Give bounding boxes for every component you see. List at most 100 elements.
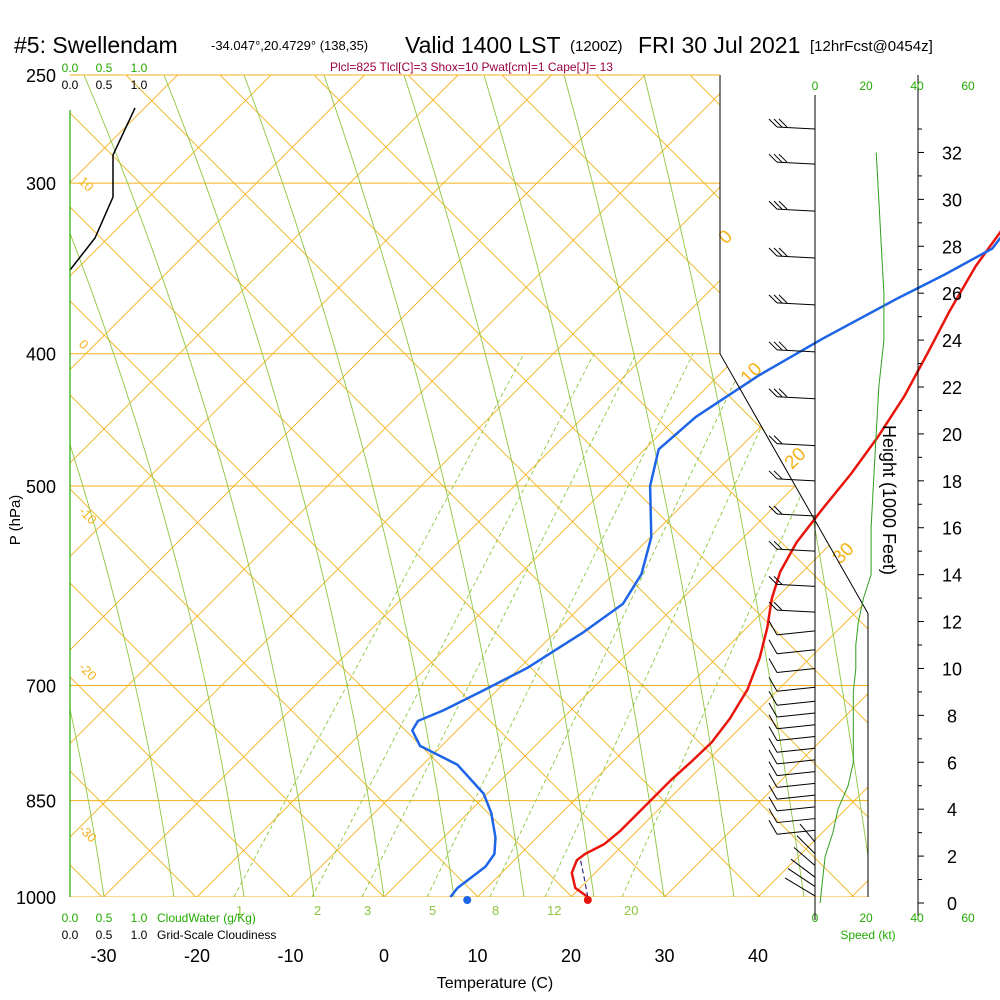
height-tick-label: 24 xyxy=(942,331,962,351)
wind-barb xyxy=(787,868,816,887)
isotherm-line xyxy=(196,75,868,897)
wind-barb-feather xyxy=(768,714,778,729)
wind-barb-staff xyxy=(776,349,816,353)
station-title: #5: Swellendam xyxy=(14,32,178,58)
pressure-tick-label: 250 xyxy=(26,66,56,86)
height-tick-label: 2 xyxy=(947,847,957,867)
wind-barb-feather xyxy=(768,620,778,636)
mixing-ratio-line xyxy=(489,353,749,897)
speed-tick-top: 20 xyxy=(859,79,873,93)
mixing-ratio-line xyxy=(621,353,865,897)
cloudiness-scale-top: 0.0 xyxy=(62,78,79,92)
wind-barb xyxy=(768,808,816,824)
wind-barb-feather xyxy=(768,505,778,515)
height-tick-label: 6 xyxy=(947,753,957,773)
cloudiness-scale-bottom: 0.5 xyxy=(96,928,113,942)
wind-barb-staff xyxy=(790,858,816,878)
mixing-ratio-line xyxy=(311,353,595,897)
wind-barb-staff xyxy=(776,609,816,613)
wind-barb-feather xyxy=(778,153,788,163)
wind-barb-staff xyxy=(776,782,816,788)
height-tick-label: 12 xyxy=(942,613,962,633)
isotherm-line xyxy=(70,75,272,897)
mixing-ratio-label: 20 xyxy=(624,903,638,918)
wind-barb-staff xyxy=(776,396,816,400)
moist-adiabat-line xyxy=(70,75,175,897)
cloudwater-scale-bottom: 0.0 xyxy=(62,911,79,925)
height-tick-label: 4 xyxy=(947,800,957,820)
wind-barb xyxy=(768,714,816,730)
isotherm-line xyxy=(70,75,833,897)
wind-barb xyxy=(768,749,816,765)
isotherm-line xyxy=(70,75,739,897)
wind-barb-feather xyxy=(773,576,783,585)
height-tick-label: 32 xyxy=(942,143,962,163)
cloudiness-label: Grid-Scale Cloudiness xyxy=(157,928,276,942)
wind-barb-feather xyxy=(768,737,778,753)
wind-barb-feather xyxy=(768,540,778,550)
moist-adiabat-line xyxy=(563,75,735,897)
wind-barb-staff xyxy=(776,583,816,587)
temperature-trace xyxy=(570,230,1000,899)
wind-barb-feather xyxy=(773,247,783,257)
cloudwater-scale-top: 1.0 xyxy=(131,61,148,75)
wind-barb-feather xyxy=(773,200,783,210)
frame-right-diagonal xyxy=(719,353,869,897)
wind-barb-feather xyxy=(768,435,778,444)
dry-adiabat-label: -10 xyxy=(76,504,100,528)
mixing-ratio-line xyxy=(426,353,694,897)
cloudiness-scale-bottom: 1.0 xyxy=(131,928,148,942)
wind-barb xyxy=(790,858,816,878)
wind-barb xyxy=(768,505,816,517)
wind-barb-staff xyxy=(776,126,816,130)
temperature-axis-label: Temperature (C) xyxy=(437,975,553,992)
mixing-ratio-label: 12 xyxy=(547,903,561,918)
wind-barb xyxy=(768,620,816,636)
moist-adiabat-label: 0 xyxy=(715,226,737,248)
height-tick-label: 8 xyxy=(947,706,957,726)
wind-barb-feather xyxy=(778,200,788,210)
wind-barb-feather xyxy=(768,470,778,480)
wind-barb-staff xyxy=(776,771,816,777)
forecast-tag: [12hrFcst@0454z] xyxy=(810,38,933,55)
wind-barb-feather xyxy=(768,247,778,257)
wind-barb-staff xyxy=(776,302,816,306)
wind-barb xyxy=(796,835,816,855)
wind-barb-feather xyxy=(768,761,778,776)
wind-barb-staff xyxy=(776,208,816,212)
wind-barb-feather xyxy=(768,639,778,654)
wind-barb xyxy=(768,294,816,306)
wind-barb-feather xyxy=(773,118,783,128)
cloudiness-scale-top: 0.5 xyxy=(96,78,113,92)
wind-barb-feather xyxy=(768,153,778,163)
wind-barb-staff xyxy=(776,443,816,447)
wind-barb xyxy=(768,726,816,741)
params-line: Plcl=825 Tlcl[C]=3 Shox=10 Pwat[cm]=1 Ca… xyxy=(330,60,613,74)
mixing-ratio-line xyxy=(544,353,796,897)
height-axis-label: Height (1000 Feet) xyxy=(879,425,899,575)
cloudwater-scale-bottom: 0.5 xyxy=(96,911,113,925)
wind-barb-feather xyxy=(773,601,783,611)
temperature-tick-label: 30 xyxy=(654,946,674,966)
wind-barb xyxy=(768,200,816,212)
moist-adiabat-line xyxy=(403,75,595,897)
wind-barb xyxy=(768,601,816,613)
wind-barb-feather xyxy=(778,247,788,257)
wind-barb-staff xyxy=(776,806,816,812)
height-tick-label: 16 xyxy=(942,519,962,539)
wind-barb xyxy=(768,247,816,259)
wind-barb xyxy=(768,540,816,552)
temperature-tick-label: 0 xyxy=(379,946,389,966)
cloudwater-scale-top: 0.5 xyxy=(96,61,113,75)
wind-barb-staff xyxy=(776,712,816,718)
wind-barb-staff xyxy=(776,161,816,165)
wind-barb xyxy=(768,773,816,788)
moist-adiabat-line xyxy=(163,75,385,897)
speed-axis-label: Speed (kt) xyxy=(840,928,895,942)
cloudwater-scale-bottom: 1.0 xyxy=(131,911,148,925)
wind-barb xyxy=(793,847,816,866)
mixing-ratio-line xyxy=(233,353,525,897)
wind-barb-staff xyxy=(787,868,816,887)
wind-barb-feather xyxy=(778,294,788,304)
